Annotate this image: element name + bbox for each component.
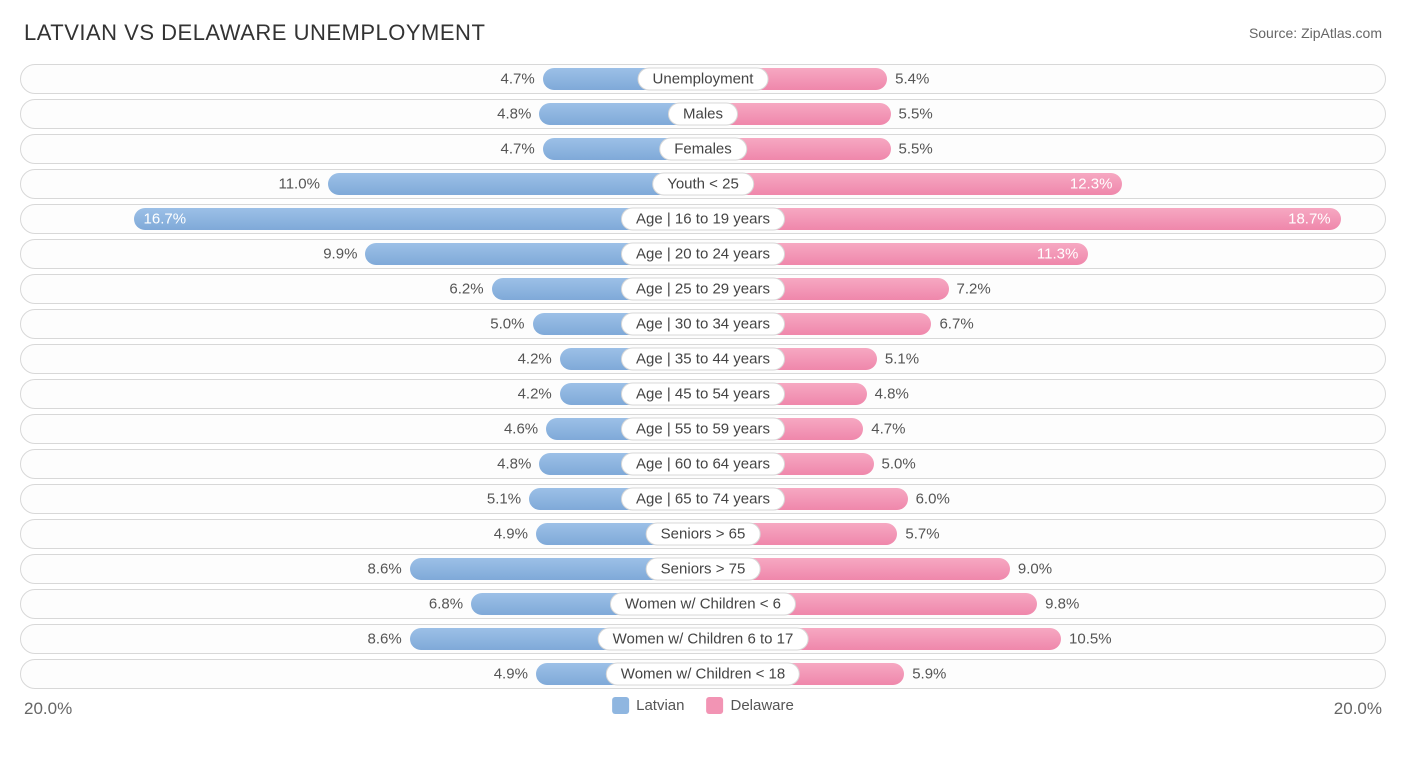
chart-row: 4.8% 5.0% Age | 60 to 64 years — [20, 449, 1386, 479]
bar-right: 18.7% — [703, 208, 1341, 230]
value-right: 5.4% — [895, 71, 929, 88]
value-right: 18.7% — [1288, 211, 1331, 228]
category-label: Youth < 25 — [652, 173, 754, 196]
value-left: 6.8% — [429, 596, 463, 613]
chart-row: 9.9% 11.3% Age | 20 to 24 years — [20, 239, 1386, 269]
value-right: 10.5% — [1069, 631, 1112, 648]
category-label: Age | 55 to 59 years — [621, 418, 785, 441]
category-label: Age | 45 to 54 years — [621, 383, 785, 406]
value-left: 9.9% — [323, 246, 357, 263]
chart-row: 4.8% 5.5% Males — [20, 99, 1386, 129]
chart-row: 5.1% 6.0% Age | 65 to 74 years — [20, 484, 1386, 514]
chart-row: 4.7% 5.4% Unemployment — [20, 64, 1386, 94]
category-label: Seniors > 65 — [646, 523, 761, 546]
chart-title: LATVIAN VS DELAWARE UNEMPLOYMENT — [24, 20, 485, 46]
chart-row: 5.0% 6.7% Age | 30 to 34 years — [20, 309, 1386, 339]
chart-row: 4.2% 5.1% Age | 35 to 44 years — [20, 344, 1386, 374]
legend-item-latvian: Latvian — [612, 697, 684, 714]
value-left: 8.6% — [368, 631, 402, 648]
category-label: Age | 65 to 74 years — [621, 488, 785, 511]
value-right: 9.8% — [1045, 596, 1079, 613]
chart-row: 4.7% 5.5% Females — [20, 134, 1386, 164]
bar-left — [328, 173, 703, 195]
category-label: Women w/ Children < 6 — [610, 593, 796, 616]
chart-row: 6.2% 7.2% Age | 25 to 29 years — [20, 274, 1386, 304]
category-label: Age | 35 to 44 years — [621, 348, 785, 371]
bar-left: 16.7% — [134, 208, 703, 230]
value-right: 5.0% — [882, 456, 916, 473]
value-right: 6.7% — [939, 316, 973, 333]
value-left: 4.2% — [518, 351, 552, 368]
chart-header: LATVIAN VS DELAWARE UNEMPLOYMENT Source:… — [20, 20, 1386, 46]
chart-row: 11.0% 12.3% Youth < 25 — [20, 169, 1386, 199]
axis-max-right: 20.0% — [1334, 699, 1382, 719]
chart-rows: 4.7% 5.4% Unemployment 4.8% 5.5% Males 4.7% 5.5… — [20, 64, 1386, 689]
category-label: Age | 25 to 29 years — [621, 278, 785, 301]
chart-row: 4.9% 5.9% Women w/ Children < 18 — [20, 659, 1386, 689]
value-right: 7.2% — [957, 281, 991, 298]
category-label: Age | 60 to 64 years — [621, 453, 785, 476]
value-right: 9.0% — [1018, 561, 1052, 578]
value-left: 8.6% — [368, 561, 402, 578]
value-right: 4.7% — [871, 421, 905, 438]
value-left: 6.2% — [449, 281, 483, 298]
value-right: 5.7% — [905, 526, 939, 543]
value-right: 5.9% — [912, 666, 946, 683]
value-left: 4.8% — [497, 456, 531, 473]
chart-row: 16.7% 18.7% Age | 16 to 19 years — [20, 204, 1386, 234]
category-label: Women w/ Children < 18 — [606, 663, 800, 686]
chart-footer: 20.0% Latvian Delaware 20.0% — [20, 695, 1386, 725]
value-right: 4.8% — [875, 386, 909, 403]
value-left: 4.7% — [501, 141, 535, 158]
category-label: Age | 16 to 19 years — [621, 208, 785, 231]
category-label: Seniors > 75 — [646, 558, 761, 581]
chart-row: 8.6% 10.5% Women w/ Children 6 to 17 — [20, 624, 1386, 654]
value-left: 16.7% — [144, 211, 187, 228]
value-left: 5.0% — [490, 316, 524, 333]
legend-label: Latvian — [636, 697, 684, 714]
chart-source: Source: ZipAtlas.com — [1249, 25, 1382, 41]
value-left: 4.9% — [494, 526, 528, 543]
value-right: 11.3% — [1037, 246, 1078, 263]
chart-row: 8.6% 9.0% Seniors > 75 — [20, 554, 1386, 584]
value-right: 6.0% — [916, 491, 950, 508]
category-label: Females — [659, 138, 747, 161]
axis-max-left: 20.0% — [24, 699, 72, 719]
value-left: 11.0% — [278, 176, 319, 193]
value-left: 4.7% — [501, 71, 535, 88]
value-left: 4.2% — [518, 386, 552, 403]
chart-row: 4.6% 4.7% Age | 55 to 59 years — [20, 414, 1386, 444]
category-label: Unemployment — [638, 68, 769, 91]
legend-label: Delaware — [731, 697, 794, 714]
value-right: 5.5% — [899, 106, 933, 123]
chart-row: 6.8% 9.8% Women w/ Children < 6 — [20, 589, 1386, 619]
category-label: Males — [668, 103, 738, 126]
value-left: 4.6% — [504, 421, 538, 438]
category-label: Age | 20 to 24 years — [621, 243, 785, 266]
value-right: 5.5% — [899, 141, 933, 158]
bar-right: 12.3% — [703, 173, 1122, 195]
category-label: Women w/ Children 6 to 17 — [598, 628, 809, 651]
legend-swatch-delaware — [707, 697, 724, 714]
legend-item-delaware: Delaware — [707, 697, 794, 714]
chart-row: 4.9% 5.7% Seniors > 65 — [20, 519, 1386, 549]
value-left: 4.9% — [494, 666, 528, 683]
value-right: 5.1% — [885, 351, 919, 368]
legend-swatch-latvian — [612, 697, 629, 714]
chart-legend: Latvian Delaware — [612, 697, 794, 714]
value-left: 4.8% — [497, 106, 531, 123]
value-right: 12.3% — [1070, 176, 1113, 193]
value-left: 5.1% — [487, 491, 521, 508]
category-label: Age | 30 to 34 years — [621, 313, 785, 336]
chart-row: 4.2% 4.8% Age | 45 to 54 years — [20, 379, 1386, 409]
